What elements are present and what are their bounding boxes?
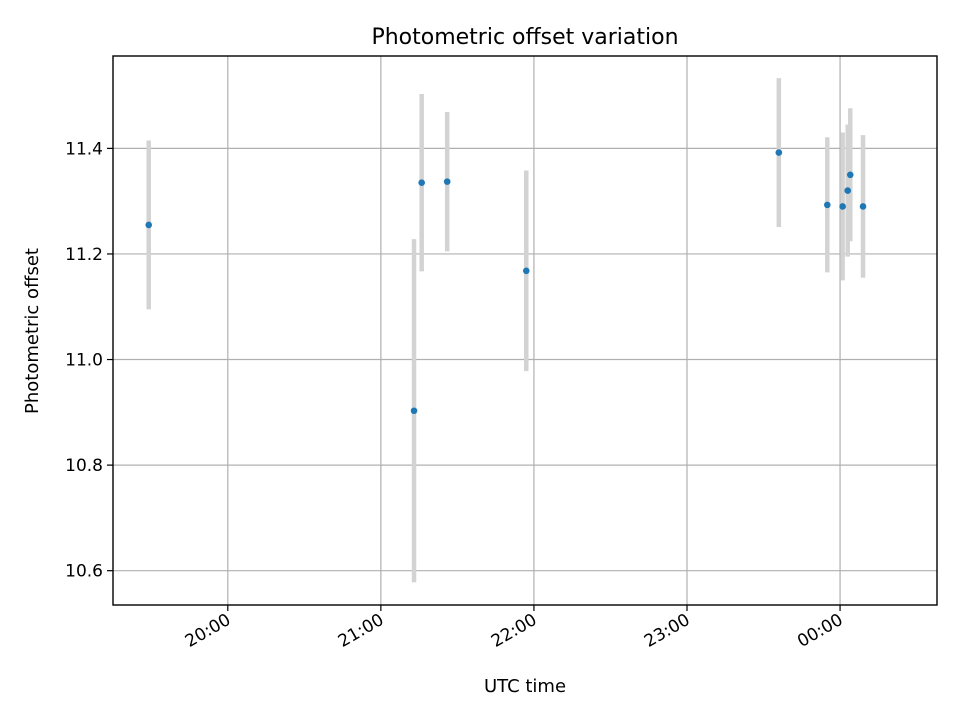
x-tick-label: 00:00: [794, 610, 846, 652]
y-tick-label: 11.0: [65, 351, 103, 371]
x-tick-label: 20:00: [182, 610, 234, 652]
data-point: [846, 171, 854, 179]
data-point: [844, 187, 852, 194]
chart-title: Photometric offset variation: [371, 25, 678, 50]
x-tick-label: 21:00: [335, 610, 387, 652]
data-point: [859, 203, 867, 210]
error-bars: [146, 78, 866, 583]
y-tick-label: 11.4: [65, 139, 103, 159]
data-point: [145, 221, 153, 229]
data-point: [824, 201, 831, 209]
x-tick-label: 22:00: [488, 610, 540, 652]
data-points: [145, 149, 867, 415]
data-point: [443, 178, 451, 185]
y-tick-label: 11.2: [65, 245, 103, 265]
y-axis-label: Photometric offset: [22, 248, 43, 414]
x-tick-label: 23:00: [641, 610, 693, 652]
y-axis-ticks: 10.6 10.8 11.0 11.2 11.4: [65, 139, 113, 582]
y-tick-label: 10.8: [65, 456, 103, 476]
data-point: [775, 149, 783, 156]
plot-frame: [112, 55, 938, 606]
data-point: [839, 203, 846, 210]
data-point: [418, 179, 425, 186]
data-point: [522, 267, 530, 275]
x-axis-label: UTC time: [484, 676, 566, 697]
data-point: [410, 407, 418, 415]
y-tick-label: 10.6: [65, 562, 103, 582]
x-axis-ticks: 20:00 21:00 22:00 23:00 00:00: [182, 605, 847, 652]
